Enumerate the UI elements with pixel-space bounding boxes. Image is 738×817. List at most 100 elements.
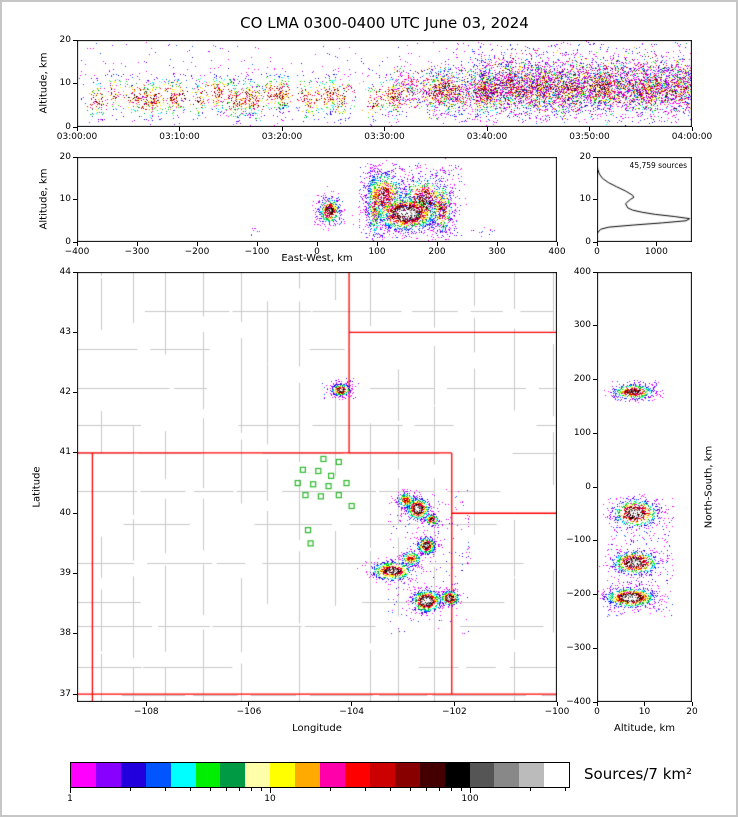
colorbar-segment <box>344 763 370 787</box>
y-tick-label: 42 <box>59 387 71 398</box>
tick-mark <box>593 432 597 434</box>
x-tick-label: 400 <box>548 247 566 257</box>
y-tick-label: −400 <box>566 696 591 707</box>
tick-mark <box>589 127 590 131</box>
tick-mark <box>73 156 77 158</box>
tick-mark <box>73 241 77 243</box>
colorbar-minor-tick <box>330 788 332 791</box>
colorbar <box>70 762 570 788</box>
y-tick-label: 38 <box>59 628 71 639</box>
tick-mark <box>73 392 77 394</box>
east-west-altitude-panel <box>77 157 557 242</box>
tick-mark <box>644 702 645 706</box>
tick-mark <box>145 702 147 706</box>
tick-mark <box>593 594 597 595</box>
main-title: CO LMA 0300-0400 UTC June 03, 2024 <box>240 14 529 32</box>
tick-mark <box>73 573 77 575</box>
tick-mark <box>453 702 455 706</box>
x-tick-label: 10 <box>638 707 651 717</box>
tick-mark <box>73 271 77 273</box>
y-tick-label: 41 <box>59 447 71 458</box>
colorbar-minor-tick <box>530 788 532 791</box>
east-west-axis-label: East-West, km <box>281 253 353 264</box>
tick-mark <box>179 127 180 131</box>
tick-mark <box>593 199 597 200</box>
x-tick-label: 03:40:00 <box>466 132 508 142</box>
x-tick-label: −300 <box>124 247 150 257</box>
y-tick-label: −300 <box>566 642 591 653</box>
x-tick-label: −104 <box>339 707 365 717</box>
x-tick-label: 03:50:00 <box>569 132 610 142</box>
y-tick-label: 0 <box>585 236 591 247</box>
colorbar-minor-tick <box>425 788 427 791</box>
x-tick-label: −100 <box>544 707 570 717</box>
north-south-altitude-panel <box>597 272 692 702</box>
colorbar-segment <box>145 763 171 787</box>
colorbar-major-tick <box>70 788 71 793</box>
x-tick-label: 200 <box>428 247 446 257</box>
north-south-axis-label: North-South, km <box>703 445 715 529</box>
tick-mark <box>316 242 318 246</box>
tick-mark <box>655 242 657 246</box>
x-tick-label: 20 <box>686 707 698 717</box>
x-tick-label: −200 <box>184 247 210 257</box>
colorbar-minor-tick <box>565 788 567 791</box>
x-tick-label: −102 <box>441 707 467 717</box>
colorbar-segment <box>369 763 395 787</box>
colorbar-minor-tick <box>239 788 241 791</box>
colorbar-minor-tick <box>365 788 367 791</box>
x-tick-label: 03:10:00 <box>159 132 200 142</box>
colorbar-segment <box>444 763 470 787</box>
tick-mark <box>73 693 77 695</box>
tick-mark <box>351 702 353 706</box>
colorbar-segment <box>544 763 570 787</box>
x-tick-label: −106 <box>236 707 262 717</box>
tick-mark <box>73 126 77 128</box>
colorbar-minor-tick <box>460 788 462 791</box>
colorbar-minor-tick <box>165 788 167 791</box>
colorbar-segment <box>295 763 321 787</box>
altitude-histogram-panel <box>597 157 692 242</box>
colorbar-minor-tick <box>439 788 441 791</box>
tick-mark <box>73 199 77 200</box>
colorbar-minor-tick <box>225 788 227 791</box>
colorbar-segment <box>170 763 196 787</box>
y-tick-label: 10 <box>579 194 591 204</box>
colorbar-minor-tick <box>260 788 262 791</box>
tick-mark <box>73 452 77 454</box>
colorbar-segment <box>419 763 445 787</box>
x-tick-label: 03:00:00 <box>56 132 98 142</box>
tick-mark <box>136 242 138 246</box>
colorbar-major-tick <box>470 788 471 793</box>
y-tick-label: 40 <box>59 507 71 518</box>
colorbar-segment <box>469 763 495 787</box>
colorbar-minor-tick <box>409 788 411 791</box>
y-tick-label: 0 <box>65 236 71 247</box>
colorbar-segment <box>71 763 96 787</box>
x-tick-label: 03:20:00 <box>261 132 303 142</box>
colorbar-segment <box>120 763 146 787</box>
x-tick-label: 0 <box>594 247 600 257</box>
y-tick-label: 44 <box>59 266 71 277</box>
tick-mark <box>73 83 77 84</box>
y-tick-label: 37 <box>59 688 71 699</box>
y-tick-label: −100 <box>566 535 591 546</box>
y-tick-label: 20 <box>59 34 71 45</box>
tick-mark <box>593 325 597 327</box>
colorbar-segment <box>494 763 520 787</box>
x-tick-label: 03:30:00 <box>364 132 405 142</box>
colorbar-segment <box>245 763 271 787</box>
tick-mark <box>691 127 693 131</box>
tick-mark <box>486 127 488 131</box>
colorbar-minor-tick <box>450 788 452 791</box>
tick-mark <box>593 540 597 542</box>
colorbar-title: Sources/7 km² <box>584 765 693 783</box>
tick-mark <box>593 271 597 273</box>
tick-mark <box>593 241 597 243</box>
tick-mark <box>436 242 438 246</box>
x-tick-label: 0 <box>314 247 320 257</box>
y-tick-label: 20 <box>59 151 71 162</box>
tick-mark <box>73 512 77 514</box>
colorbar-segment <box>320 763 345 787</box>
